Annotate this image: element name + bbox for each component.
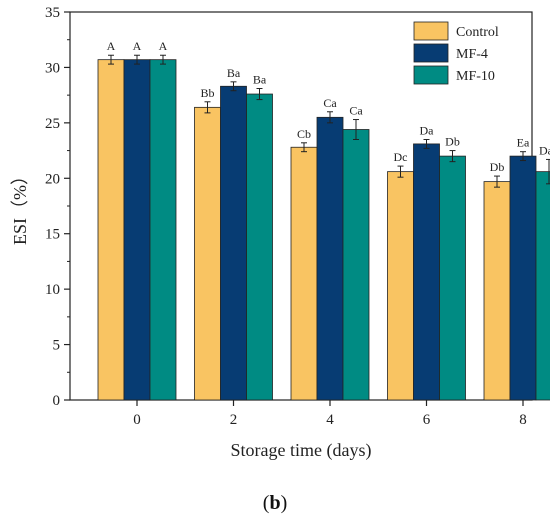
x-tick-label: 4	[326, 412, 334, 428]
bar	[535, 171, 550, 401]
x-axis-title: Storage time (days)	[231, 440, 372, 461]
figure-caption: (b)	[0, 492, 550, 515]
legend-label: Control	[456, 25, 499, 40]
legend-label: MF-10	[456, 69, 495, 84]
legend-swatch	[413, 65, 449, 85]
x-axis: 0 2 4 6 8	[133, 400, 527, 428]
x-tick-label: 2	[230, 412, 238, 428]
bar	[220, 85, 247, 401]
y-tick-label: 5	[53, 338, 61, 354]
caption-close: )	[280, 492, 288, 514]
bar	[509, 155, 537, 401]
y-tick-label: 30	[45, 60, 60, 76]
x-tick-label: 6	[423, 412, 431, 428]
legend-swatch	[413, 43, 449, 63]
data-label: Ea	[517, 136, 530, 150]
bar-labels: A A A Bb Ba Ba Cb Ca Ca Dc Da Db Db Ea Dab	[107, 39, 550, 174]
y-tick-label: 0	[53, 393, 61, 409]
bar	[316, 116, 344, 401]
y-tick-label: 35	[45, 5, 60, 21]
data-label: Ca	[349, 104, 363, 118]
y-tick-label: 10	[45, 282, 60, 298]
data-label: Bb	[200, 86, 214, 100]
bar	[290, 146, 318, 401]
bar	[97, 59, 125, 401]
data-label: Db	[445, 135, 460, 149]
data-label: Db	[490, 160, 505, 174]
data-label: Dc	[394, 150, 408, 164]
bar	[387, 171, 414, 401]
bar	[342, 129, 370, 401]
data-label: A	[133, 39, 142, 53]
bars	[97, 59, 550, 401]
y-tick-label: 15	[45, 227, 60, 243]
caption-open: (	[262, 492, 270, 514]
caption-letter: b	[269, 492, 281, 514]
data-label: Dab	[539, 143, 550, 157]
data-label: Ba	[253, 72, 267, 86]
y-axis-title: ESI（%）	[10, 167, 30, 245]
y-axis: 0 5 10 15 20 25 30 35	[45, 5, 70, 409]
y-tick-label: 25	[45, 116, 60, 132]
x-tick-label: 0	[133, 412, 141, 428]
legend: Control MF-4 MF-10	[413, 21, 499, 85]
error-bars	[108, 54, 550, 188]
y-tick-label: 20	[45, 171, 60, 187]
data-label: A	[159, 39, 168, 53]
data-label: Ca	[323, 96, 337, 110]
legend-swatch	[413, 21, 449, 41]
data-label: Cb	[297, 127, 311, 141]
x-tick-label: 8	[519, 412, 527, 428]
bar	[194, 106, 221, 401]
data-label: Da	[420, 123, 435, 137]
legend-label: MF-4	[456, 47, 488, 62]
data-label: A	[107, 39, 116, 53]
data-label: Ba	[227, 66, 241, 80]
bar	[413, 143, 440, 401]
bar	[439, 155, 466, 401]
bar	[246, 93, 273, 401]
bar	[123, 59, 151, 401]
bar	[483, 181, 511, 401]
bar	[149, 59, 177, 401]
